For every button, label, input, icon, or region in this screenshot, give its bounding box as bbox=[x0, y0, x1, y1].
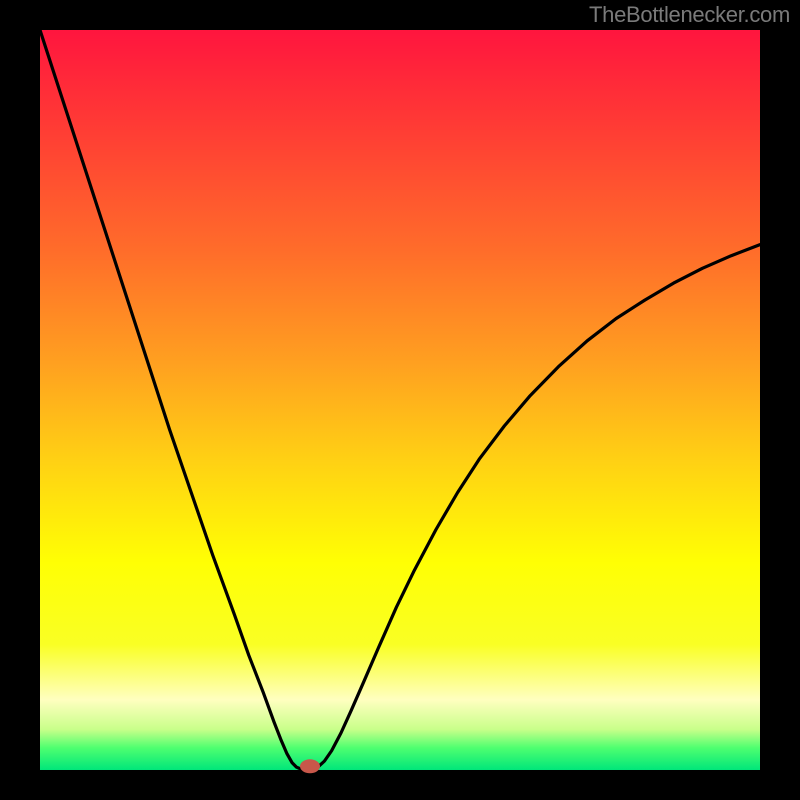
chart-container: TheBottlenecker.com bbox=[0, 0, 800, 800]
chart-plot-background bbox=[40, 30, 760, 770]
attribution-text: TheBottlenecker.com bbox=[589, 2, 790, 28]
minimum-marker bbox=[300, 759, 320, 773]
bottleneck-chart bbox=[0, 0, 800, 800]
